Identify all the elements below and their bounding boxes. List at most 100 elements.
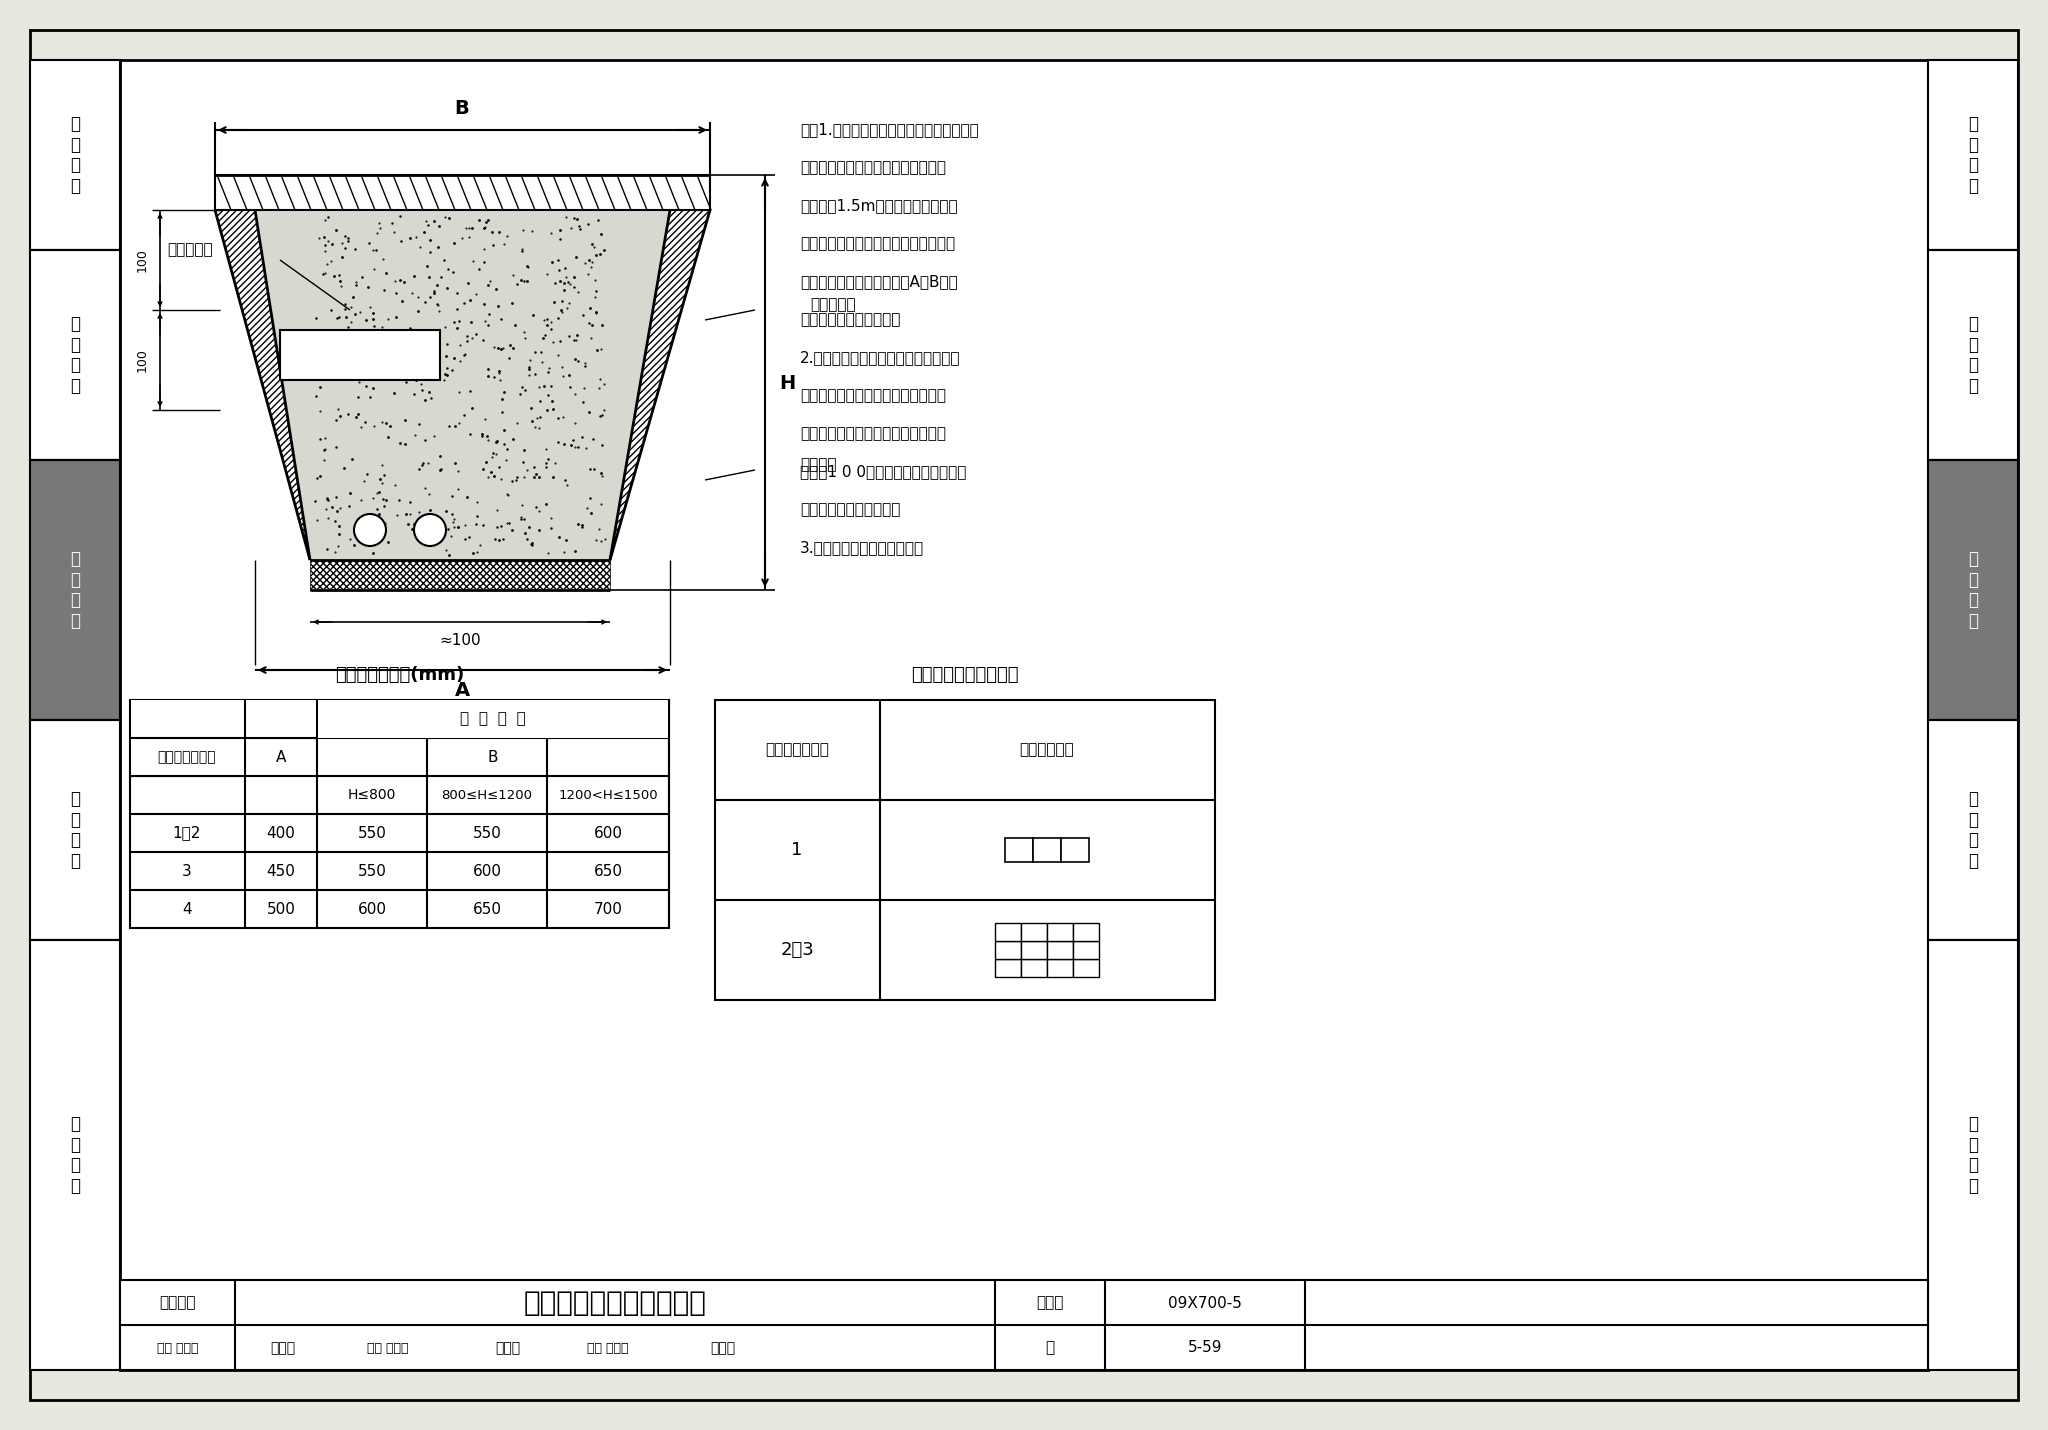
Bar — [121, 60, 1927, 1370]
Bar — [317, 701, 668, 738]
Text: 砖或保护板: 砖或保护板 — [168, 243, 213, 257]
Circle shape — [354, 513, 385, 546]
Text: 板的场所。如土质松软有塌方可能时，: 板的场所。如土质松软有塌方可能时， — [801, 236, 954, 252]
Text: （如湿度正常的粘土或亚粘土等）、: （如湿度正常的粘土或亚粘土等）、 — [801, 160, 946, 176]
Text: 图集号: 图集号 — [1036, 1296, 1063, 1310]
Text: 600: 600 — [358, 901, 387, 917]
Bar — [1047, 960, 1073, 977]
Text: A: A — [276, 749, 287, 765]
Bar — [1032, 838, 1061, 862]
Text: 设计 朱立彤: 设计 朱立彤 — [588, 1341, 629, 1354]
Text: 650: 650 — [473, 901, 502, 917]
Text: ≈100: ≈100 — [438, 632, 481, 648]
Bar — [31, 60, 121, 250]
Bar — [995, 960, 1022, 977]
Bar — [31, 460, 121, 719]
Text: 3.保护板采用预制混凝土板。: 3.保护板采用预制混凝土板。 — [801, 541, 924, 555]
Bar — [215, 174, 711, 210]
Text: 1～2: 1～2 — [172, 825, 201, 841]
Text: 3: 3 — [182, 864, 193, 878]
Text: 缆
线
敷
设: 缆 线 敷 设 — [70, 549, 80, 631]
Bar — [1927, 460, 2017, 719]
Text: 100: 100 — [135, 347, 150, 372]
Text: 必须采用护土板，地沟尺寸A、B均应: 必须采用护土板，地沟尺寸A、B均应 — [801, 275, 958, 289]
Bar — [1022, 922, 1047, 941]
Bar — [995, 922, 1022, 941]
Bar — [1927, 250, 2017, 460]
Text: 机
房
工
程: 机 房 工 程 — [1968, 114, 1978, 196]
Bar — [31, 719, 121, 940]
Text: 审核 张玉林: 审核 张玉林 — [158, 1341, 199, 1354]
Text: 增加两侧护土板的厚度。: 增加两侧护土板的厚度。 — [801, 313, 901, 327]
Text: 沟深小于1.5m、沟壁可以不支护土: 沟深小于1.5m、沟壁可以不支护土 — [801, 199, 958, 213]
Text: 保护用砖的排列方法表: 保护用砖的排列方法表 — [911, 666, 1018, 684]
Bar — [1927, 940, 2017, 1370]
Text: 400: 400 — [266, 825, 295, 841]
Text: 防
雷
接
地: 防 雷 接 地 — [70, 1115, 80, 1195]
Text: 700: 700 — [594, 901, 623, 917]
Bar — [1073, 941, 1100, 960]
Bar — [281, 330, 440, 380]
Text: 直埋电缆、光缆的地沟图: 直埋电缆、光缆的地沟图 — [524, 1288, 707, 1317]
Text: A: A — [455, 681, 469, 699]
Bar — [246, 701, 315, 738]
Text: 2～3: 2～3 — [780, 941, 813, 960]
Bar — [31, 250, 121, 460]
Text: 550: 550 — [358, 864, 387, 878]
Bar — [1073, 960, 1100, 977]
Text: H≤800: H≤800 — [348, 788, 395, 802]
Text: 校对 王素英: 校对 王素英 — [367, 1341, 410, 1354]
Text: B: B — [487, 749, 498, 765]
Text: 注：1.一般地沟尺寸表适用于土质比较坚实: 注：1.一般地沟尺寸表适用于土质比较坚实 — [801, 123, 979, 137]
Circle shape — [414, 513, 446, 546]
Bar — [131, 701, 244, 776]
Text: 砖的排列方法: 砖的排列方法 — [1020, 742, 1075, 758]
Text: 地沟图: 地沟图 — [442, 712, 481, 732]
Text: 王素英: 王素英 — [496, 1341, 520, 1356]
Bar — [129, 701, 670, 928]
Text: 650: 650 — [594, 864, 623, 878]
Text: 550: 550 — [473, 825, 502, 841]
Text: 缆
线
敷
设: 缆 线 敷 设 — [1968, 549, 1978, 631]
Bar — [1927, 60, 2017, 250]
Text: 机
房
工
程: 机 房 工 程 — [70, 114, 80, 196]
Bar — [1022, 960, 1047, 977]
Text: 壤中（如含有氧化物酸性的红土及其: 壤中（如含有氧化物酸性的红土及其 — [801, 389, 946, 403]
Text: 1: 1 — [791, 841, 803, 859]
Bar — [995, 941, 1022, 960]
Bar — [1927, 719, 2017, 940]
Bar — [1006, 838, 1032, 862]
Bar — [1073, 922, 1100, 941]
Text: 他碱性的土壤），则电罆、光罆的周: 他碱性的土壤），则电罆、光罆的周 — [801, 426, 946, 442]
Text: 09X700-5: 09X700-5 — [1167, 1296, 1241, 1310]
Bar — [1047, 922, 1073, 941]
Text: 600: 600 — [594, 825, 623, 841]
Text: 一般地沟尺寸表(mm): 一般地沟尺寸表(mm) — [336, 666, 465, 684]
Text: B: B — [455, 99, 469, 117]
Text: 防
雷
接
地: 防 雷 接 地 — [1968, 1115, 1978, 1195]
Text: H: H — [778, 373, 795, 392]
Text: 设
备
安
装: 设 备 安 装 — [1968, 789, 1978, 871]
Bar — [121, 1280, 1927, 1370]
Text: 5-59: 5-59 — [1188, 1340, 1223, 1356]
Text: 450: 450 — [266, 864, 295, 878]
Text: 页: 页 — [1044, 1340, 1055, 1356]
Text: 100: 100 — [135, 247, 150, 272]
Text: 沈之衣: 沈之衣 — [270, 1341, 295, 1356]
Polygon shape — [256, 210, 670, 561]
Text: 500: 500 — [266, 901, 295, 917]
Text: 2.当电罆、光罆敏设在带有腑蚀性的土: 2.当电罆、光罆敏设在带有腑蚀性的土 — [801, 350, 961, 366]
Text: 缆线敷设: 缆线敷设 — [160, 1296, 195, 1310]
Text: 围除塥1 0 0厚的细砂外，尚需做防腐: 围除塥1 0 0厚的细砂外，尚需做防腐 — [801, 465, 967, 479]
Text: 朱立彤: 朱立彤 — [711, 1341, 735, 1356]
Text: 电缆、光缆根数: 电缆、光缆根数 — [158, 749, 217, 764]
Bar — [1061, 838, 1090, 862]
Text: 细土或砂: 细土或砂 — [801, 458, 836, 472]
Text: 设
备
安
装: 设 备 安 装 — [70, 789, 80, 871]
Bar — [715, 701, 1214, 1000]
Text: 550: 550 — [358, 825, 387, 841]
Bar — [31, 940, 121, 1370]
Text: 处理，具体见工程设计。: 处理，具体见工程设计。 — [801, 502, 901, 518]
Text: 电缆或光缆: 电缆或光缆 — [811, 297, 856, 313]
Text: 电缆、光缆根数: 电缆、光缆根数 — [766, 742, 829, 758]
